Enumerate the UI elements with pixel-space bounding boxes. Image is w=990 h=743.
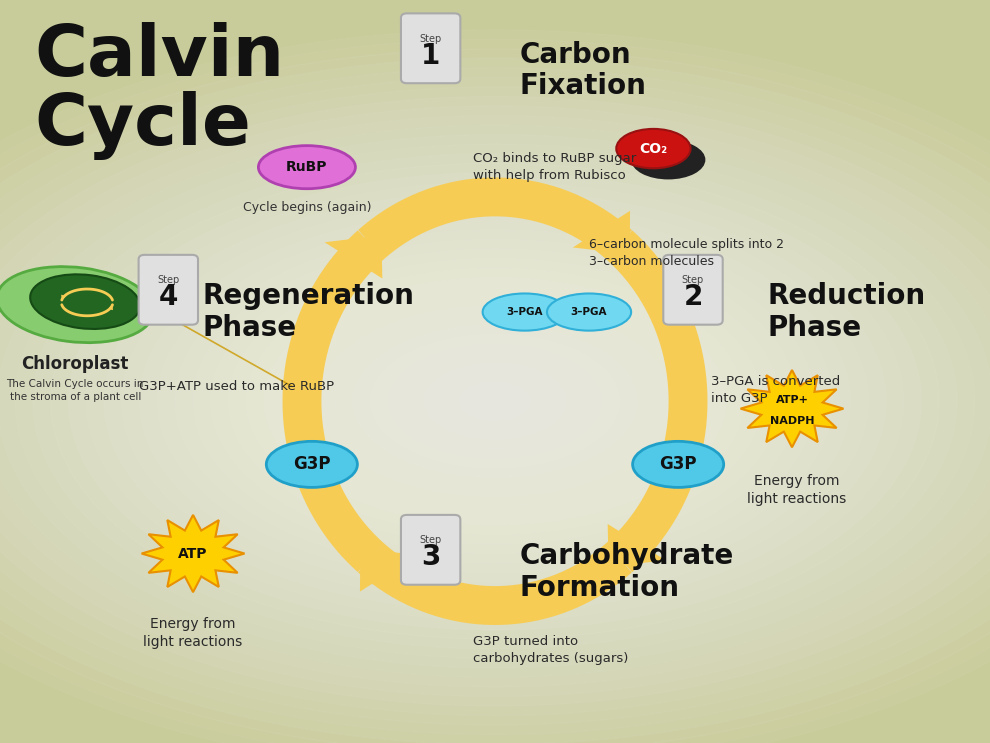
Text: Calvin
Cycle: Calvin Cycle	[35, 22, 285, 160]
Text: 4: 4	[158, 283, 178, 311]
Ellipse shape	[633, 441, 724, 487]
FancyBboxPatch shape	[139, 255, 198, 325]
Text: Step: Step	[420, 535, 442, 545]
Polygon shape	[142, 515, 245, 592]
Text: Step: Step	[157, 275, 179, 285]
Text: G3P: G3P	[293, 455, 331, 473]
Text: Energy from
light reactions: Energy from light reactions	[144, 617, 243, 649]
Text: 6–carbon molecule splits into 2
3–carbon molecules: 6–carbon molecule splits into 2 3–carbon…	[589, 238, 784, 267]
Ellipse shape	[266, 441, 357, 487]
Text: RuBP: RuBP	[286, 160, 328, 174]
Text: G3P+ATP used to make RuBP: G3P+ATP used to make RuBP	[139, 380, 334, 393]
Text: 3: 3	[421, 543, 441, 571]
Text: 3–PGA: 3–PGA	[507, 307, 543, 317]
Text: Carbohydrate
Formation: Carbohydrate Formation	[520, 542, 734, 602]
Text: G3P turned into
carbohydrates (sugars): G3P turned into carbohydrates (sugars)	[473, 635, 629, 665]
Text: Regeneration
Phase: Regeneration Phase	[203, 282, 415, 342]
Text: Cycle begins (again): Cycle begins (again)	[243, 201, 371, 213]
Ellipse shape	[546, 293, 632, 331]
Text: CO₂ binds to RuBP sugar
with help from Rubisco: CO₂ binds to RuBP sugar with help from R…	[473, 152, 637, 182]
Text: ATP+: ATP+	[775, 395, 809, 405]
Text: Carbon
Fixation: Carbon Fixation	[520, 41, 646, 100]
Text: ATP: ATP	[178, 547, 208, 560]
Text: Step: Step	[682, 275, 704, 285]
Polygon shape	[325, 236, 382, 279]
Text: 3–PGA is converted
into G3P: 3–PGA is converted into G3P	[711, 375, 841, 405]
Polygon shape	[360, 548, 417, 591]
FancyBboxPatch shape	[663, 255, 723, 325]
Ellipse shape	[258, 146, 355, 189]
Polygon shape	[608, 524, 665, 567]
Polygon shape	[741, 370, 843, 447]
Text: 2: 2	[683, 283, 703, 311]
Text: Reduction
Phase: Reduction Phase	[767, 282, 926, 342]
FancyBboxPatch shape	[401, 515, 460, 585]
FancyBboxPatch shape	[401, 13, 460, 83]
Text: Step: Step	[420, 33, 442, 44]
Text: 1: 1	[421, 42, 441, 70]
Text: G3P: G3P	[659, 455, 697, 473]
Text: Energy from
light reactions: Energy from light reactions	[747, 474, 846, 507]
Ellipse shape	[0, 267, 153, 343]
Ellipse shape	[483, 293, 567, 331]
Ellipse shape	[616, 129, 691, 168]
Polygon shape	[573, 211, 630, 254]
Ellipse shape	[632, 140, 705, 179]
Text: The Calvin Cycle occurs in
the stroma of a plant cell: The Calvin Cycle occurs in the stroma of…	[7, 379, 144, 402]
Ellipse shape	[30, 274, 141, 329]
Text: NADPH: NADPH	[770, 415, 814, 426]
Text: CO₂: CO₂	[640, 142, 667, 155]
Text: 3–PGA: 3–PGA	[571, 307, 607, 317]
Text: Chloroplast: Chloroplast	[22, 355, 129, 373]
